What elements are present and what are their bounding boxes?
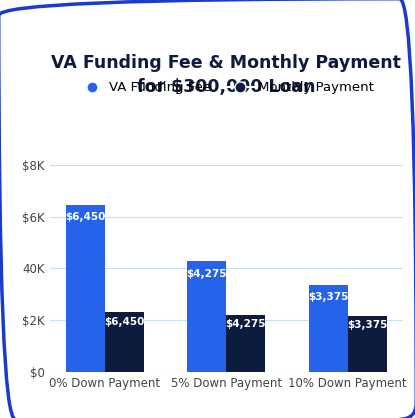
Bar (348, 316, 386, 372)
Text: $3,375: $3,375 (347, 321, 387, 331)
Text: $4,275: $4,275 (225, 319, 266, 329)
Text: $4,275: $4,275 (186, 268, 227, 278)
Bar (187, 261, 226, 372)
Bar (105, 313, 144, 372)
Bar (66, 205, 105, 372)
Title: VA Funding Fee & Monthly Payment
for $300,000 Loan: VA Funding Fee & Monthly Payment for $30… (51, 54, 401, 96)
Bar (226, 315, 265, 372)
Text: $6,450: $6,450 (104, 316, 144, 326)
Text: $6,450: $6,450 (65, 212, 105, 222)
Legend: VA Funding Fee, Monthly Payment: VA Funding Fee, Monthly Payment (73, 76, 379, 99)
Bar (309, 285, 348, 372)
Text: $3,375: $3,375 (308, 292, 349, 302)
